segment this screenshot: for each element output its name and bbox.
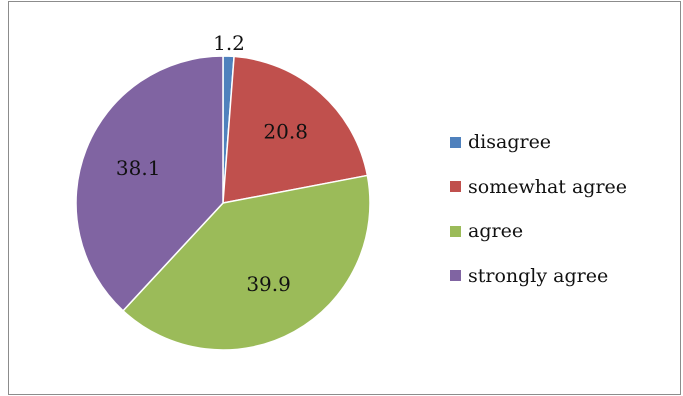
legend-label: disagree	[468, 131, 552, 154]
legend-swatch-agree	[450, 225, 461, 237]
legend-swatch-somewhat-agree	[450, 181, 461, 193]
legend-swatch-disagree	[450, 136, 461, 148]
slice-agree	[121, 174, 371, 351]
data-label-strongly-agree: 38.1	[116, 156, 161, 180]
legend-swatch-strongly-agree	[450, 270, 461, 282]
slice-somewhat-agree	[222, 55, 369, 204]
legend-item-agree: agree	[450, 209, 627, 254]
slice-strongly-agree	[75, 55, 224, 312]
legend-item-strongly-agree: strongly agree	[450, 254, 627, 299]
legend: disagree somewhat agree agree strongly a…	[450, 120, 627, 298]
legend-label: strongly agree	[468, 264, 609, 287]
legend-label: somewhat agree	[468, 175, 628, 198]
data-label-somewhat-agree: 20.8	[263, 119, 308, 143]
legend-item-somewhat-agree: somewhat agree	[450, 165, 627, 210]
legend-item-disagree: disagree	[450, 120, 627, 165]
pie-chart: 1.2 20.8 39.9 38.1	[75, 31, 371, 351]
legend-label: agree	[468, 220, 524, 243]
data-label-agree: 39.9	[246, 272, 291, 296]
pie-slices	[75, 55, 371, 351]
pie-data-labels: 1.2 20.8 39.9 38.1	[116, 31, 308, 296]
data-label-disagree: 1.2	[213, 31, 245, 55]
chart-area: 1.2 20.8 39.9 38.1 disagree somewhat agree …	[8, 1, 681, 395]
